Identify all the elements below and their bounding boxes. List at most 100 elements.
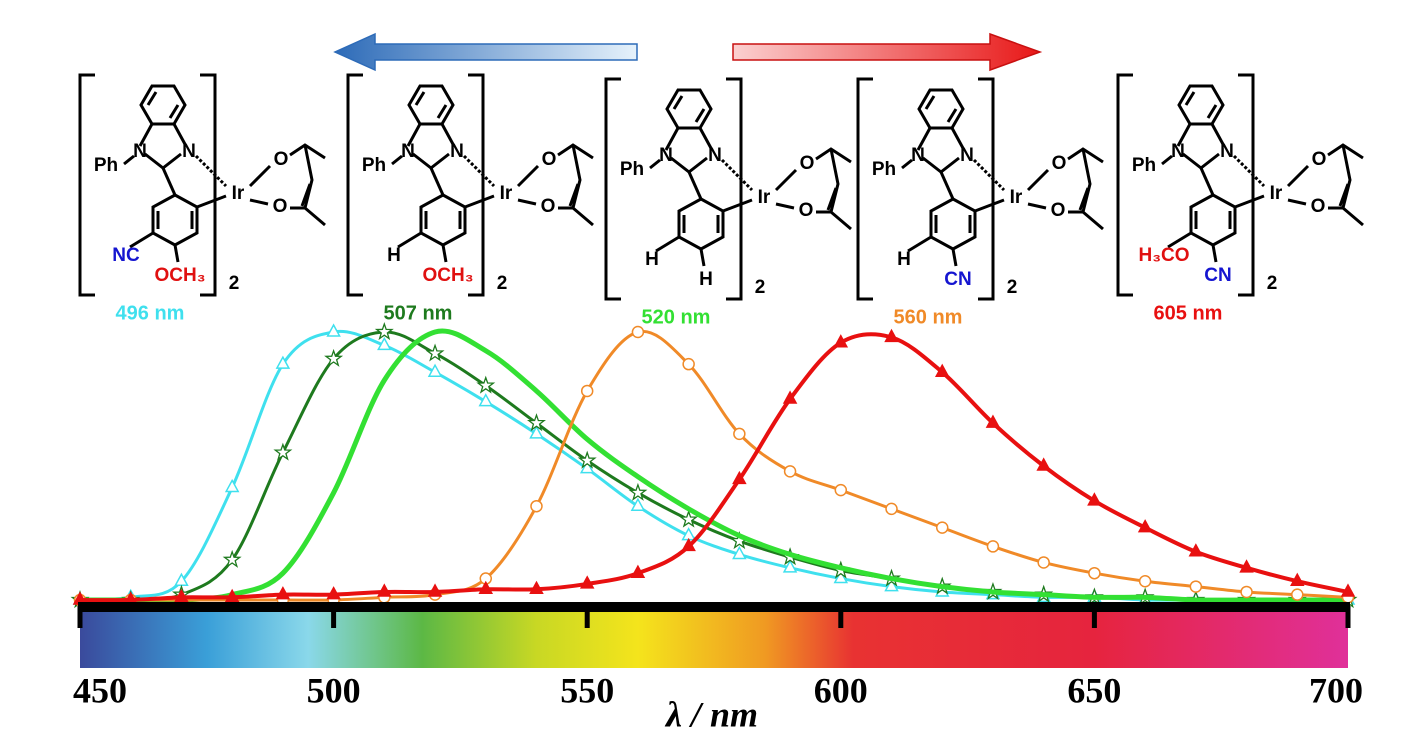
bond	[1167, 231, 1192, 249]
bond	[951, 248, 958, 267]
bond	[1176, 123, 1226, 147]
x-tick-label: 650	[1067, 670, 1121, 710]
marker	[1340, 583, 1356, 597]
bond	[419, 193, 467, 247]
bond	[1161, 154, 1173, 166]
phenyl-label: Ph	[362, 155, 386, 176]
bond	[78, 73, 95, 297]
marker	[476, 375, 496, 394]
bond	[682, 215, 720, 233]
bond	[934, 215, 972, 233]
marker	[1138, 574, 1152, 588]
bond	[815, 147, 852, 231]
bond	[424, 211, 462, 229]
marker	[526, 413, 546, 432]
series-line	[79, 332, 1349, 603]
nitrogen-label: N	[659, 145, 673, 166]
marker	[1291, 588, 1304, 601]
bond	[1027, 202, 1047, 210]
marker	[275, 355, 291, 369]
bond	[429, 167, 445, 196]
series-line	[79, 328, 1348, 603]
nitrogen-label: N	[1171, 141, 1185, 162]
bond	[249, 198, 269, 206]
wavelength-label: 507 nm	[384, 302, 453, 324]
bond	[672, 95, 706, 123]
bond	[1211, 244, 1218, 263]
structures: Ph N N Ir O O 2 NC OCH₃ 496 nm Ph N N Ir O O 2 H OCH₃ 507 n…	[78, 73, 1364, 328]
marker	[833, 334, 849, 348]
marker	[174, 588, 189, 603]
oxygen-label: O	[542, 149, 557, 170]
bond	[146, 91, 180, 119]
x-axis	[78, 602, 1350, 612]
phenyl-label: Ph	[1132, 155, 1156, 176]
marker	[275, 586, 291, 600]
bond	[774, 168, 798, 192]
marker	[478, 393, 494, 407]
bond	[200, 73, 217, 297]
bond	[406, 123, 456, 147]
red-shift-arrow	[732, 32, 1043, 72]
bond	[1182, 152, 1220, 170]
marker	[682, 357, 695, 371]
marker	[425, 343, 445, 362]
marker	[782, 390, 798, 404]
marker	[834, 483, 848, 497]
phenyl-label: Ph	[872, 159, 896, 180]
bond	[1184, 91, 1218, 119]
marker	[374, 322, 394, 341]
marker	[1240, 585, 1253, 599]
marker	[630, 564, 646, 578]
substituent: H	[699, 269, 713, 290]
iridium-label: Ir	[758, 187, 771, 208]
marker	[1290, 572, 1305, 586]
bond	[1238, 73, 1255, 297]
marker	[884, 328, 899, 343]
complex: Ph N N Ir O O 2 H H 520 nm	[604, 77, 852, 328]
bond	[670, 156, 708, 174]
bond	[1199, 167, 1215, 196]
bond	[1067, 147, 1104, 231]
marker	[679, 509, 699, 528]
marker	[631, 325, 645, 339]
nitrogen-label: N	[708, 145, 722, 166]
bond	[468, 73, 485, 297]
complex: Ph N N Ir O O 2 H OCH₃ 507 nm	[346, 73, 594, 324]
bond	[924, 95, 958, 123]
marker	[628, 482, 648, 501]
bond	[1026, 168, 1050, 192]
bond	[929, 197, 977, 251]
bond	[726, 77, 743, 301]
marker	[377, 336, 392, 351]
dative-bond	[1232, 154, 1266, 188]
bond	[604, 77, 621, 301]
nitrogen-label: N	[450, 141, 464, 162]
marker	[580, 384, 594, 398]
bond	[978, 77, 995, 301]
bond	[196, 194, 227, 209]
bond	[1286, 164, 1310, 188]
complex: Ph N N Ir O O 2 H₃CO CN 605 nm	[1116, 73, 1364, 324]
bond	[1116, 73, 1133, 297]
marker	[1188, 543, 1204, 557]
nitrogen-label: N	[960, 145, 974, 166]
bond	[144, 152, 182, 170]
marker	[1239, 559, 1254, 573]
marker	[273, 442, 293, 461]
marker	[529, 425, 544, 439]
nitrogen-label: N	[182, 141, 196, 162]
bond	[1177, 84, 1225, 126]
dative-bond	[720, 158, 754, 192]
bond	[687, 171, 703, 200]
marker	[935, 521, 949, 534]
bond	[856, 77, 873, 301]
bond	[901, 158, 913, 170]
nitrogen-label: N	[401, 141, 415, 162]
series-line	[79, 329, 1348, 602]
substituent: CN	[944, 269, 971, 290]
blue-shift-arrow	[333, 32, 638, 72]
substituent: H	[645, 249, 659, 270]
series-line	[79, 330, 1348, 602]
